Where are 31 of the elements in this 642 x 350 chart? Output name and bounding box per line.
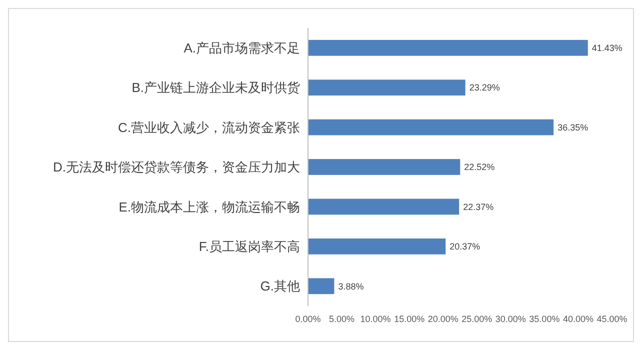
y-tick-label: E.物流成本上涨，物流运输不畅	[118, 199, 300, 214]
y-tick-label: G.其他	[260, 278, 300, 294]
data-label: 23.29%	[469, 82, 500, 93]
x-tick-label: 35.00%	[529, 314, 560, 324]
x-tick-label: 10.00%	[360, 314, 391, 324]
y-tick-label: D.无法及时偿还贷款等债务，资金压力加大	[53, 160, 300, 175]
data-label: 20.37%	[450, 242, 480, 252]
y-tick-label: C.营业收入减少，流动资金紧张	[118, 120, 300, 135]
x-tick-label: 25.00%	[462, 314, 492, 324]
y-tick-label: B.产业链上游企业未及时供货	[132, 80, 300, 96]
bar	[308, 80, 466, 96]
bar	[308, 119, 554, 136]
x-tick-label: 0.00%	[295, 314, 321, 324]
data-label: 22.52%	[464, 162, 495, 172]
data-label: 41.43%	[592, 43, 622, 54]
x-tick-label: 45.00%	[596, 314, 628, 324]
bar	[308, 40, 588, 56]
data-label: 22.37%	[463, 202, 494, 212]
bar	[308, 159, 460, 175]
y-tick-label: A.产品市场需求不足	[184, 40, 300, 56]
x-tick-label: 40.00%	[562, 314, 594, 324]
x-tick-label: 20.00%	[428, 314, 458, 324]
y-tick-label: F.员工返岗率不高	[198, 238, 300, 254]
data-label: 3.88%	[338, 281, 364, 292]
x-tick-label: 15.00%	[394, 314, 425, 324]
bar	[308, 238, 446, 254]
bar	[308, 198, 460, 215]
x-tick-label: 5.00%	[329, 314, 355, 324]
bar	[308, 278, 334, 294]
data-label: 36.35%	[558, 122, 588, 132]
x-tick-label: 30.00%	[495, 314, 526, 324]
